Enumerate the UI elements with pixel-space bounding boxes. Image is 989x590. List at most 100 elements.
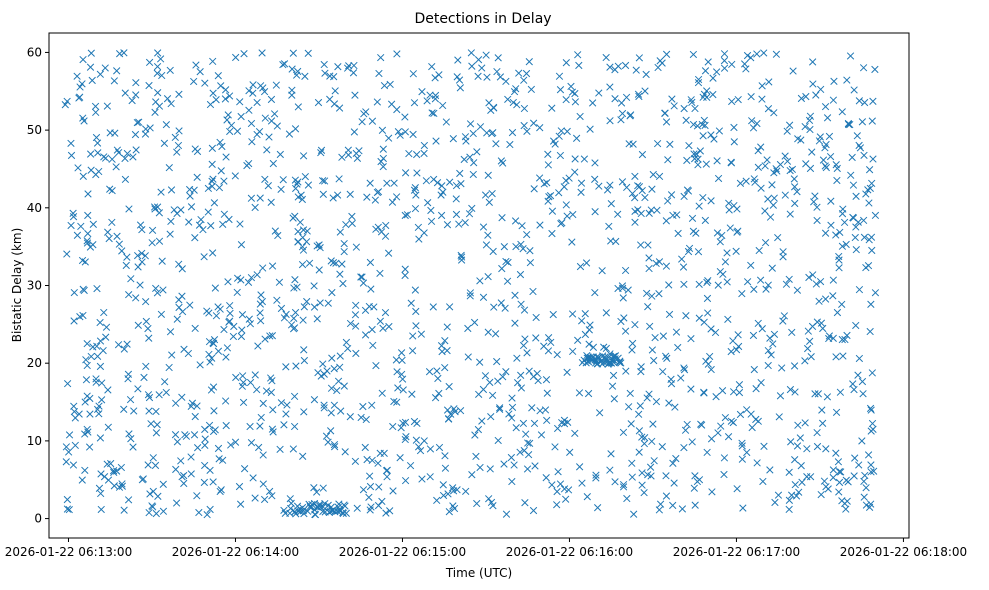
data-point: [381, 232, 390, 240]
data-point: [699, 193, 707, 202]
data-point: [489, 129, 497, 137]
data-point: [413, 150, 421, 159]
data-point: [543, 416, 551, 425]
data-point: [327, 409, 335, 417]
data-point: [352, 349, 360, 358]
data-point: [833, 164, 841, 173]
data-point: [101, 154, 110, 162]
data-point: [832, 408, 841, 416]
data-point: [443, 323, 451, 331]
data-point: [496, 73, 505, 81]
data-point: [432, 137, 440, 145]
data-point: [479, 293, 488, 301]
data-point: [767, 351, 775, 359]
data-point: [865, 166, 874, 174]
data-point: [225, 317, 234, 325]
data-point: [755, 246, 763, 255]
data-point: [379, 162, 387, 171]
data-point: [614, 210, 622, 218]
data-point: [394, 384, 402, 392]
data-point: [665, 399, 673, 407]
data-point: [562, 59, 570, 67]
data-point: [437, 191, 445, 199]
data-point: [78, 476, 86, 484]
data-point: [699, 132, 707, 140]
data-point: [217, 167, 225, 175]
data-point: [582, 259, 591, 267]
data-point: [65, 431, 74, 439]
data-point: [852, 245, 860, 254]
data-point: [208, 182, 216, 190]
data-point: [289, 325, 298, 333]
data-point: [337, 407, 345, 415]
data-point: [544, 334, 553, 342]
data-point: [154, 89, 162, 97]
data-point: [96, 337, 105, 345]
data-point: [268, 425, 277, 433]
data-point: [733, 205, 741, 213]
data-point: [751, 178, 759, 186]
data-point: [120, 49, 128, 57]
data-point: [498, 214, 506, 222]
data-point: [591, 208, 599, 216]
data-point: [378, 389, 386, 397]
data-point: [691, 501, 699, 509]
data-point: [113, 232, 121, 240]
data-point: [481, 372, 490, 380]
data-point: [95, 484, 104, 492]
data-point: [495, 405, 504, 413]
data-point: [79, 172, 87, 180]
data-point: [416, 446, 425, 455]
data-point: [802, 92, 810, 101]
data-point: [825, 332, 834, 340]
data-point: [753, 119, 761, 128]
data-point: [290, 422, 299, 431]
data-point: [650, 356, 658, 365]
data-point: [405, 149, 413, 158]
data-point: [730, 138, 738, 146]
data-point: [340, 247, 348, 256]
data-point: [412, 307, 420, 316]
data-point: [310, 396, 319, 404]
y-tick-label: 30: [27, 279, 42, 293]
data-point: [785, 275, 793, 284]
data-point: [862, 501, 871, 509]
x-tick-label: 2026-01-22 06:15:00: [339, 545, 466, 559]
data-point: [95, 402, 103, 410]
data-point: [300, 303, 308, 311]
data-point: [158, 71, 166, 80]
data-point: [690, 150, 698, 158]
data-point: [646, 322, 654, 331]
data-point: [109, 467, 118, 475]
data-point: [854, 371, 862, 379]
data-point: [606, 466, 614, 474]
data-point: [658, 59, 666, 67]
data-point: [496, 404, 504, 412]
data-point: [122, 261, 130, 270]
data-point: [623, 183, 631, 192]
data-point: [842, 240, 850, 249]
data-point: [374, 459, 382, 467]
y-tick-label: 50: [27, 123, 42, 137]
data-point: [787, 491, 796, 499]
data-point: [548, 104, 556, 112]
data-point: [78, 80, 86, 88]
data-point: [662, 50, 671, 58]
data-point: [382, 467, 391, 475]
data-point: [398, 356, 406, 365]
data-point: [698, 421, 706, 429]
data-point: [144, 324, 152, 333]
data-point: [153, 421, 161, 429]
data-point: [414, 443, 423, 451]
data-point: [104, 386, 112, 394]
data-point: [378, 497, 386, 506]
data-point: [170, 206, 178, 214]
data-point: [410, 417, 419, 426]
data-point: [551, 443, 559, 451]
data-point: [301, 172, 309, 181]
data-point: [134, 263, 142, 271]
data-point: [245, 159, 253, 168]
data-point: [621, 266, 630, 275]
data-point: [121, 175, 130, 184]
data-point: [774, 233, 782, 242]
